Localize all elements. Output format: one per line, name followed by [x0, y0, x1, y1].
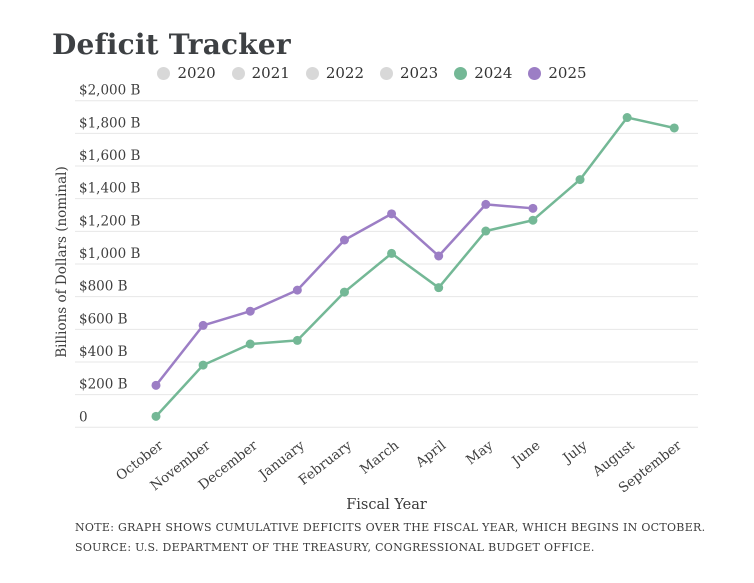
- legend-item-label: 2023: [400, 64, 439, 82]
- x-tick-label: February: [296, 437, 355, 488]
- data-point-2024-July: [575, 175, 585, 185]
- legend-dot-icon: [157, 66, 171, 80]
- legend-dot-icon: [305, 66, 319, 80]
- legend-item-label: 2021: [251, 64, 290, 82]
- x-tick-label: April: [412, 438, 449, 472]
- x-tick-label: May: [463, 437, 496, 468]
- x-tick-label: July: [559, 437, 591, 467]
- legend-item-label: 2024: [474, 64, 513, 82]
- chart-note: NOTE: GRAPH SHOWS CUMULATIVE DEFICITS OV…: [75, 521, 706, 534]
- data-point-2025-March: [387, 209, 397, 219]
- legend-dot-icon: [380, 66, 393, 80]
- legend-item-2022[interactable]: 2022: [305, 64, 364, 82]
- data-point-2025-June: [528, 203, 538, 213]
- legend-dot-icon: [231, 66, 245, 80]
- data-point-2024-November: [198, 360, 208, 370]
- data-point-2025-February: [339, 235, 349, 245]
- page-title: Deficit Tracker: [52, 28, 291, 61]
- data-point-2024-May: [481, 226, 491, 236]
- y-tick-label: $800 B: [79, 279, 128, 295]
- y-tick-label: $1,600 B: [79, 148, 141, 164]
- y-axis-title: Billions of Dollars (nominal): [54, 166, 70, 358]
- data-point-2024-April: [434, 283, 444, 293]
- legend-item-label: 2022: [325, 64, 364, 82]
- y-tick-label: $600 B: [79, 311, 128, 327]
- y-tick-label: $2,000 B: [79, 83, 141, 99]
- y-tick-label: $1,200 B: [79, 213, 141, 229]
- chart-source: SOURCE: U.S. DEPARTMENT OF THE TREASURY,…: [75, 541, 595, 554]
- x-tick-label: March: [357, 437, 402, 477]
- chart-legend: 2020 2021 2022 2023 2024 2025: [0, 64, 744, 82]
- legend-dot-icon: [454, 66, 468, 80]
- y-tick-label: $1,000 B: [79, 246, 141, 262]
- data-point-2025-April: [434, 251, 444, 261]
- y-tick-label: $1,800 B: [79, 115, 141, 131]
- y-tick-label: $400 B: [79, 344, 128, 360]
- data-point-2024-October: [151, 411, 161, 421]
- data-point-2025-January: [292, 285, 302, 295]
- x-tick-label: June: [508, 438, 544, 471]
- legend-item-2024[interactable]: 2024: [454, 64, 512, 82]
- y-tick-label: 0: [79, 409, 88, 425]
- data-point-2024-December: [245, 339, 255, 349]
- data-point-2025-October: [151, 380, 161, 390]
- legend-dot-icon: [528, 66, 542, 80]
- legend-item-2021[interactable]: 2021: [231, 64, 290, 82]
- legend-item-2025[interactable]: 2025: [528, 64, 587, 82]
- data-point-2024-June: [528, 215, 538, 225]
- series-line-2024: [154, 116, 676, 418]
- legend-item-label: 2020: [177, 64, 216, 82]
- data-point-2024-September: [669, 123, 679, 133]
- data-point-2025-December: [245, 306, 255, 316]
- legend-item-label: 2025: [548, 64, 587, 82]
- legend-item-2023[interactable]: 2023: [380, 64, 438, 82]
- data-point-2025-November: [198, 320, 208, 330]
- data-point-2025-May: [481, 199, 491, 209]
- legend-item-2020[interactable]: 2020: [157, 64, 216, 82]
- x-axis-title: Fiscal Year: [346, 497, 427, 513]
- data-point-2024-January: [292, 335, 302, 345]
- data-point-2024-March: [387, 248, 397, 258]
- data-point-2024-August: [622, 113, 632, 123]
- data-point-2024-February: [339, 287, 349, 297]
- y-tick-label: $1,400 B: [79, 181, 141, 197]
- y-tick-label: $200 B: [79, 377, 128, 393]
